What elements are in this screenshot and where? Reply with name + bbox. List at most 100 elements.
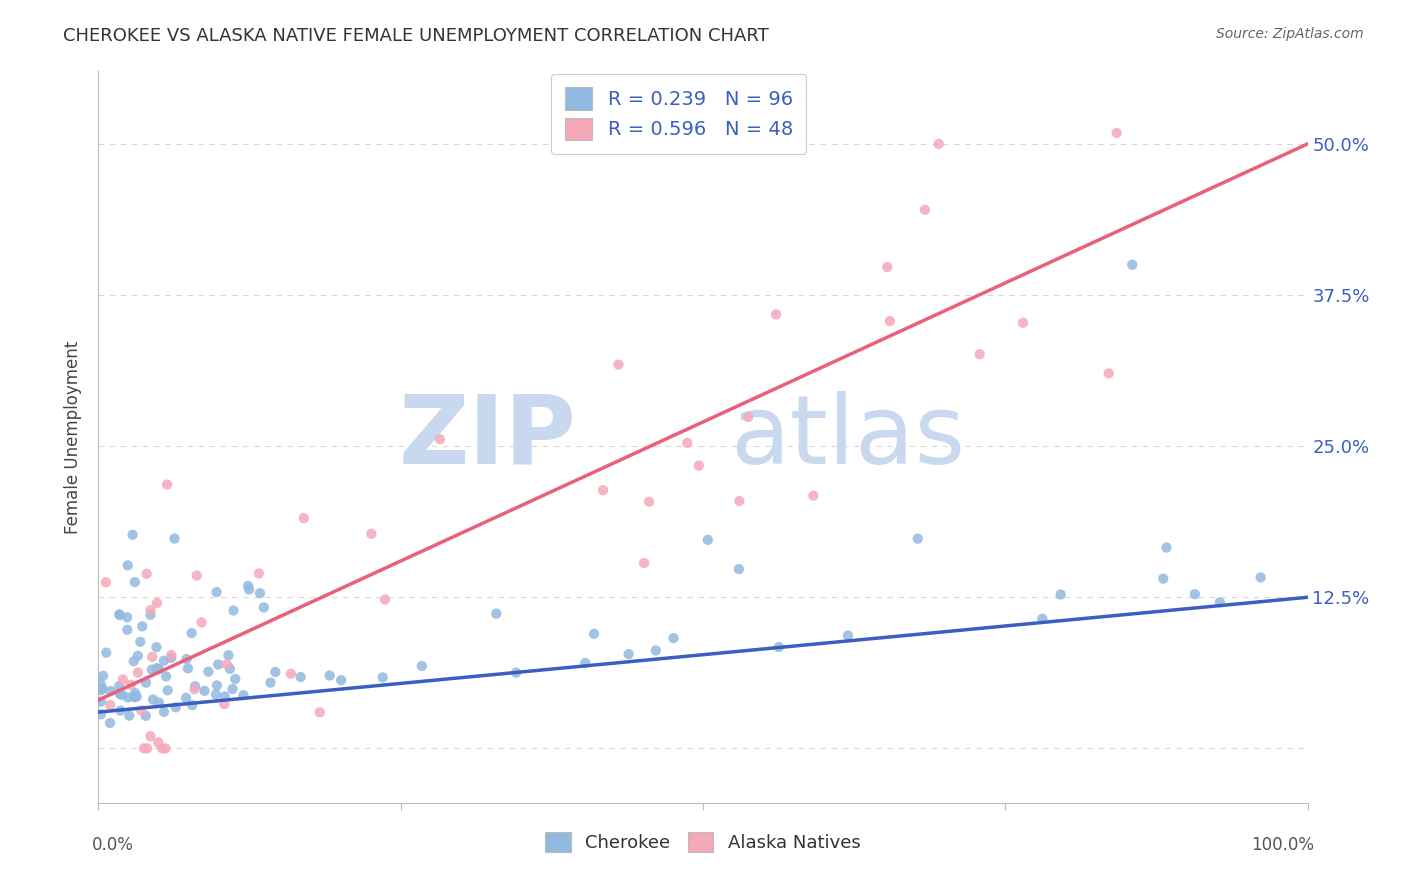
Point <box>907 532 929 546</box>
Point <box>236 579 259 593</box>
Point <box>108 679 131 693</box>
Point <box>117 623 139 637</box>
Point <box>141 663 163 677</box>
Point <box>280 666 302 681</box>
Point <box>765 307 787 321</box>
Point <box>146 596 169 610</box>
Point <box>156 683 179 698</box>
Point <box>728 562 751 576</box>
Point <box>662 631 685 645</box>
Point <box>592 483 614 498</box>
Point <box>290 670 312 684</box>
Point <box>1049 587 1071 601</box>
Point <box>111 688 134 702</box>
Point <box>183 682 205 697</box>
Point <box>117 690 139 705</box>
Point <box>318 668 340 682</box>
Point <box>155 669 177 683</box>
Point <box>505 665 527 680</box>
Text: 100.0%: 100.0% <box>1250 836 1313 854</box>
Point <box>197 665 219 679</box>
Point <box>148 696 170 710</box>
Point <box>1152 572 1174 586</box>
Text: ZIP: ZIP <box>398 391 576 483</box>
Point <box>90 707 112 722</box>
Point <box>153 705 176 719</box>
Point <box>108 607 131 622</box>
Point <box>1209 595 1232 609</box>
Point <box>429 432 451 446</box>
Point <box>232 688 254 702</box>
Y-axis label: Female Unemployment: Female Unemployment <box>65 341 83 533</box>
Point <box>160 650 183 665</box>
Point <box>132 741 155 756</box>
Point <box>153 654 176 668</box>
Point <box>174 690 197 705</box>
Point <box>218 662 240 676</box>
Point <box>160 648 183 662</box>
Point <box>125 690 148 704</box>
Point <box>165 700 187 714</box>
Point <box>139 729 162 743</box>
Point <box>737 409 759 424</box>
Point <box>111 673 134 687</box>
Point <box>214 697 236 711</box>
Point <box>148 735 170 749</box>
Point <box>181 698 204 712</box>
Point <box>696 533 718 547</box>
Point <box>156 477 179 491</box>
Point <box>91 669 114 683</box>
Point <box>360 526 382 541</box>
Point <box>292 511 315 525</box>
Text: CHEROKEE VS ALASKA NATIVE FEMALE UNEMPLOYMENT CORRELATION CHART: CHEROKEE VS ALASKA NATIVE FEMALE UNEMPLO… <box>63 27 769 45</box>
Point <box>803 489 825 503</box>
Point <box>411 659 433 673</box>
Point <box>371 670 394 684</box>
Point <box>374 592 396 607</box>
Point <box>214 690 236 704</box>
Point <box>90 695 112 709</box>
Point <box>176 652 198 666</box>
Point <box>249 586 271 600</box>
Point <box>108 608 131 623</box>
Point <box>205 687 228 701</box>
Text: Source: ZipAtlas.com: Source: ZipAtlas.com <box>1216 27 1364 41</box>
Point <box>644 643 666 657</box>
Point <box>238 582 260 597</box>
Point <box>155 741 177 756</box>
Point <box>485 607 508 621</box>
Text: atlas: atlas <box>731 391 966 483</box>
Point <box>638 495 661 509</box>
Point <box>633 556 655 570</box>
Point <box>91 681 114 696</box>
Point <box>129 635 152 649</box>
Point <box>1012 316 1035 330</box>
Point <box>100 684 122 698</box>
Point <box>330 673 353 688</box>
Point <box>131 619 153 633</box>
Point <box>117 558 139 573</box>
Point <box>98 716 121 731</box>
Point <box>96 646 118 660</box>
Point <box>768 640 790 654</box>
Point <box>118 708 141 723</box>
Point <box>205 585 228 599</box>
Point <box>837 628 859 642</box>
Point <box>688 458 710 473</box>
Point <box>582 627 605 641</box>
Point <box>120 678 142 692</box>
Point <box>215 657 238 672</box>
Point <box>135 708 157 723</box>
Point <box>98 698 121 712</box>
Point <box>224 672 246 686</box>
Point <box>127 648 149 663</box>
Point <box>186 568 208 582</box>
Point <box>129 703 152 717</box>
Legend: Cherokee, Alaska Natives: Cherokee, Alaska Natives <box>538 824 868 860</box>
Point <box>879 314 901 328</box>
Point <box>148 662 170 676</box>
Point <box>110 704 132 718</box>
Point <box>253 600 276 615</box>
Point <box>190 615 212 630</box>
Point <box>914 202 936 217</box>
